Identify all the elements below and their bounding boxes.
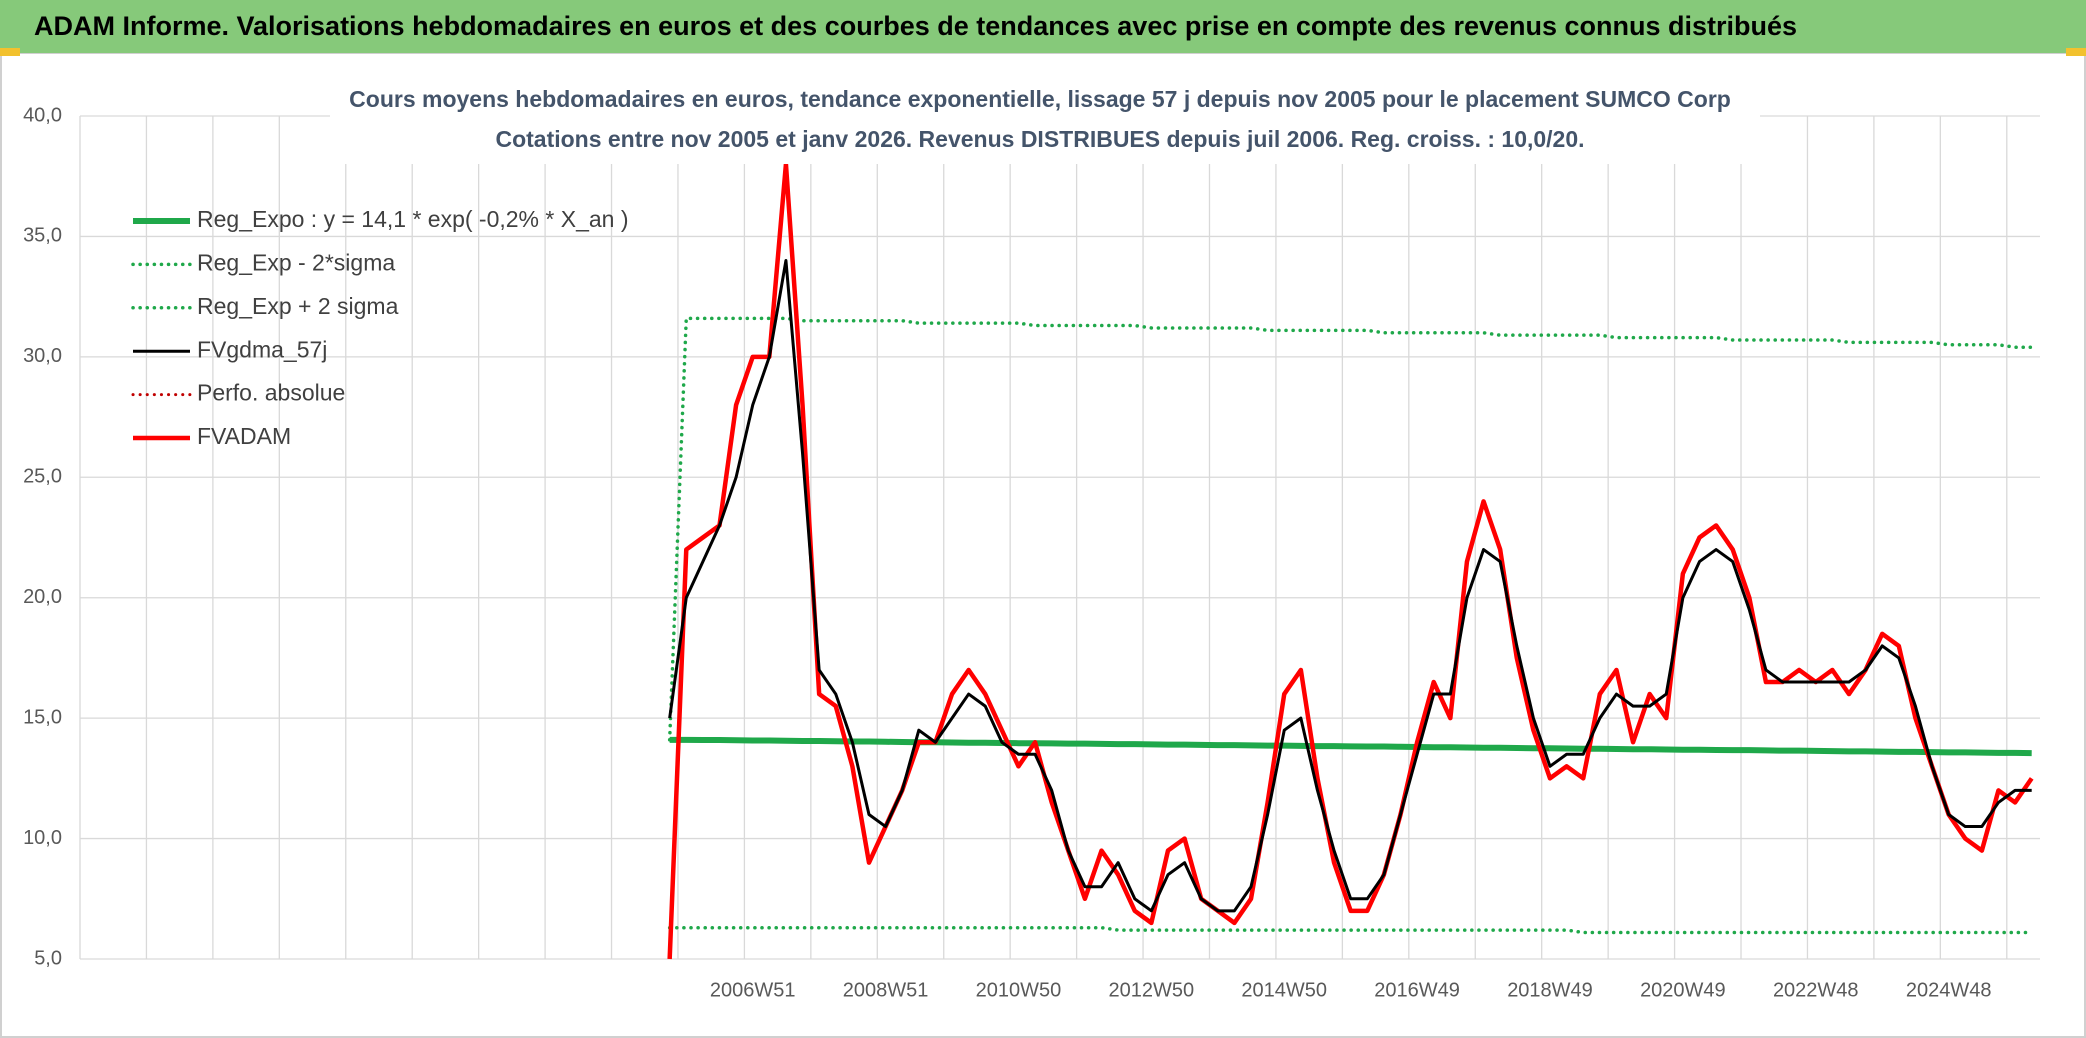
y-tick-label: 40,0: [23, 104, 62, 126]
legend-label: FVgdma_57j: [197, 336, 327, 362]
banner-title: ADAM Informe. Valorisations hebdomadaire…: [34, 11, 1797, 41]
x-tick-label: 2010W50: [976, 979, 1062, 1001]
series-line: [669, 736, 2032, 757]
x-tick-label: 2012W50: [1109, 979, 1195, 1001]
x-tick-label: 2014W50: [1241, 979, 1327, 1001]
legend-label: Perfo. absolue: [197, 380, 345, 406]
y-tick-label: 35,0: [23, 225, 62, 247]
series-line: [668, 259, 2032, 913]
x-tick-label: 2018W49: [1507, 979, 1593, 1001]
y-tick-label: 15,0: [23, 706, 62, 728]
y-tick-label: 10,0: [23, 827, 62, 849]
x-tick-label: 2008W51: [843, 979, 929, 1001]
y-tick-label: 5,0: [34, 947, 62, 969]
chart-title: Cours moyens hebdomadaires en euros, ten…: [349, 86, 1731, 112]
plot-area: [667, 161, 2034, 960]
corner-mark: [2066, 48, 2086, 56]
y-tick-label: 30,0: [23, 345, 62, 367]
x-tick-label: 2022W48: [1773, 979, 1859, 1001]
legend-label: Reg_Expo : y = 14,1 * exp( -0,2% * X_an …: [197, 206, 629, 232]
legend-label: Reg_Exp + 2 sigma: [197, 293, 399, 319]
x-tick-label: 2024W48: [1906, 979, 1992, 1001]
legend-label: Reg_Exp - 2*sigma: [197, 249, 395, 275]
y-tick-label: 20,0: [23, 586, 62, 608]
y-tick-label: 25,0: [23, 466, 62, 488]
series-line: [667, 925, 2034, 935]
chart-frame: [0, 52, 2086, 1038]
x-tick-label: 2020W49: [1640, 979, 1726, 1001]
series-line: [667, 316, 2034, 742]
axis-labels: 5,0 10,0 15,0 20,0 25,0 30,0 35,0 40,0 2006W51 20…: [23, 104, 1991, 1001]
corner-mark: [0, 48, 20, 56]
banner: [0, 0, 2086, 53]
title-backdrop: [330, 80, 1760, 164]
x-tick-label: 2016W49: [1374, 979, 1460, 1001]
chart-subtitle: Cotations entre nov 2005 et janv 2026. R…: [495, 126, 1584, 152]
x-tick-label: 2006W51: [710, 979, 796, 1001]
legend-label: FVADAM: [197, 423, 291, 449]
legend: Reg_Expo : y = 14,1 * exp( -0,2% * X_an …: [131, 206, 629, 449]
